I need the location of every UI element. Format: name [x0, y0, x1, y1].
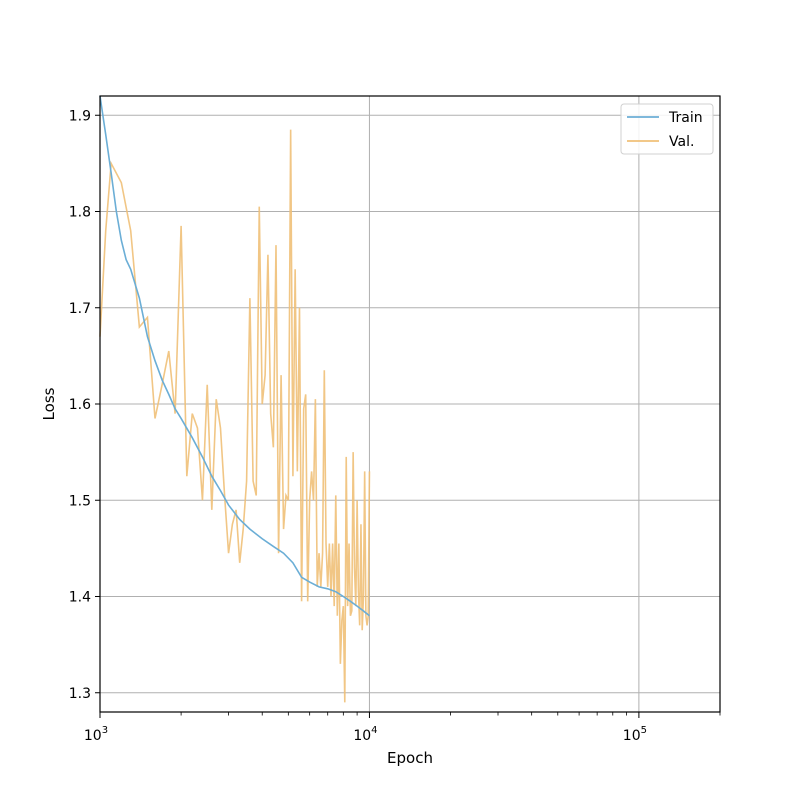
x-axis-label: Epoch	[387, 749, 433, 767]
legend: Train Val.	[620, 103, 714, 155]
x-tick-label-base: 10	[623, 728, 641, 744]
y-tick-label: 1.7	[69, 301, 91, 317]
x-tick-label: 105	[623, 725, 647, 744]
series-layer	[99, 95, 371, 703]
y-tick-label: 1.9	[69, 108, 91, 124]
x-tick-label-exponent: 4	[371, 725, 377, 736]
x-tick-label: 103	[84, 725, 108, 744]
x-tick-label-exponent: 3	[102, 725, 108, 736]
y-tick-label: 1.8	[69, 205, 91, 221]
x-tick-label-base: 10	[84, 728, 102, 744]
legend-label: Train	[668, 110, 703, 126]
x-tick-label: 104	[353, 725, 377, 744]
legend-label: Val.	[669, 134, 694, 150]
series-line-val	[99, 129, 371, 703]
y-tick-label: 1.4	[69, 590, 91, 606]
grid	[99, 96, 720, 712]
x-tick-label-base: 10	[353, 728, 371, 744]
series-line-train	[99, 95, 370, 617]
y-tick-label: 1.3	[69, 686, 91, 702]
x-tick-label-exponent: 5	[641, 725, 647, 736]
y-axis-label: Loss	[40, 387, 58, 420]
y-tick-label: 1.6	[69, 397, 91, 413]
y-tick-label: 1.5	[69, 493, 91, 509]
